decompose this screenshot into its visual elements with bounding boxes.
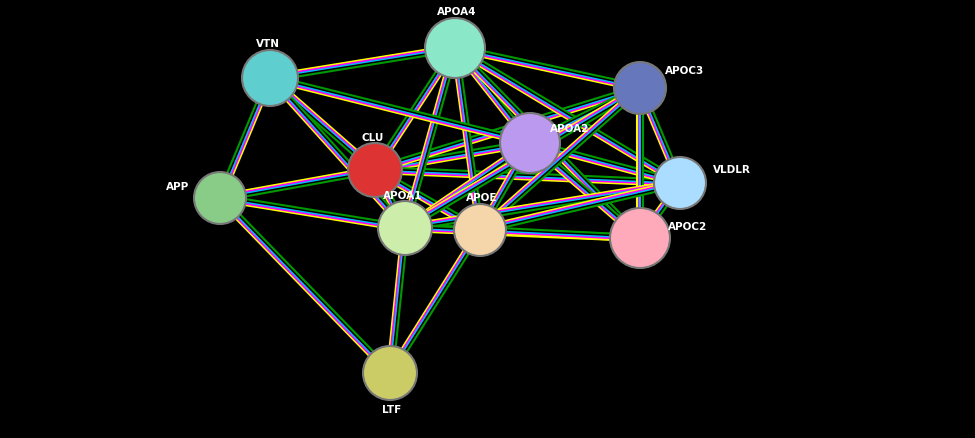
Text: APOA2: APOA2 xyxy=(550,124,590,134)
Text: APP: APP xyxy=(167,182,189,191)
Text: APOE: APOE xyxy=(466,193,498,202)
Text: LTF: LTF xyxy=(382,404,402,414)
Circle shape xyxy=(242,51,298,107)
Circle shape xyxy=(614,63,666,115)
Circle shape xyxy=(610,208,670,268)
Circle shape xyxy=(194,173,246,225)
Text: VTN: VTN xyxy=(256,39,280,49)
Text: APOA1: APOA1 xyxy=(383,191,423,201)
Circle shape xyxy=(348,144,402,198)
Circle shape xyxy=(454,205,506,256)
Text: APOC3: APOC3 xyxy=(665,66,705,76)
Circle shape xyxy=(363,346,417,400)
Text: VLDLR: VLDLR xyxy=(713,165,751,175)
Text: APOC2: APOC2 xyxy=(669,222,708,231)
Text: CLU: CLU xyxy=(362,133,384,143)
Text: APOA4: APOA4 xyxy=(437,7,477,17)
Circle shape xyxy=(378,201,432,255)
Circle shape xyxy=(500,114,560,173)
Circle shape xyxy=(654,158,706,209)
Circle shape xyxy=(425,19,485,79)
